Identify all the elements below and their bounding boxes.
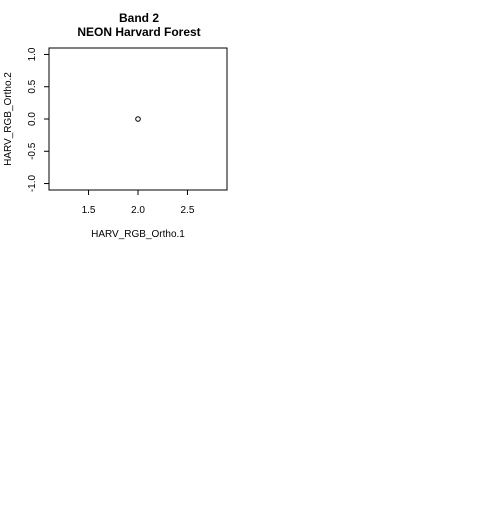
data-point [135,116,141,122]
x-axis: 1.5 2.0 2.5 [82,189,195,216]
x-tick-label: 2.5 [180,205,194,216]
data-points [135,116,141,122]
y-tick-label: 0.0 [27,112,38,126]
y-tick-label: 1.0 [27,47,38,61]
plot-frame [48,47,228,191]
y-tick-label: -0.5 [27,142,38,160]
chart-title: Band 2 [119,11,159,25]
x-tick-label: 1.5 [82,205,96,216]
y-axis: -1.0 -0.5 0.0 0.5 1.0 [27,47,50,192]
y-tick-label: 0.5 [27,79,38,93]
x-tick-label: 2.0 [131,205,145,216]
chart-subtitle: NEON Harvard Forest [77,25,200,39]
y-tick-label: -1.0 [27,174,38,192]
x-axis-label: HARV_RGB_Ortho.1 [91,229,185,240]
y-axis-label: HARV_RGB_Ortho.2 [3,72,14,166]
